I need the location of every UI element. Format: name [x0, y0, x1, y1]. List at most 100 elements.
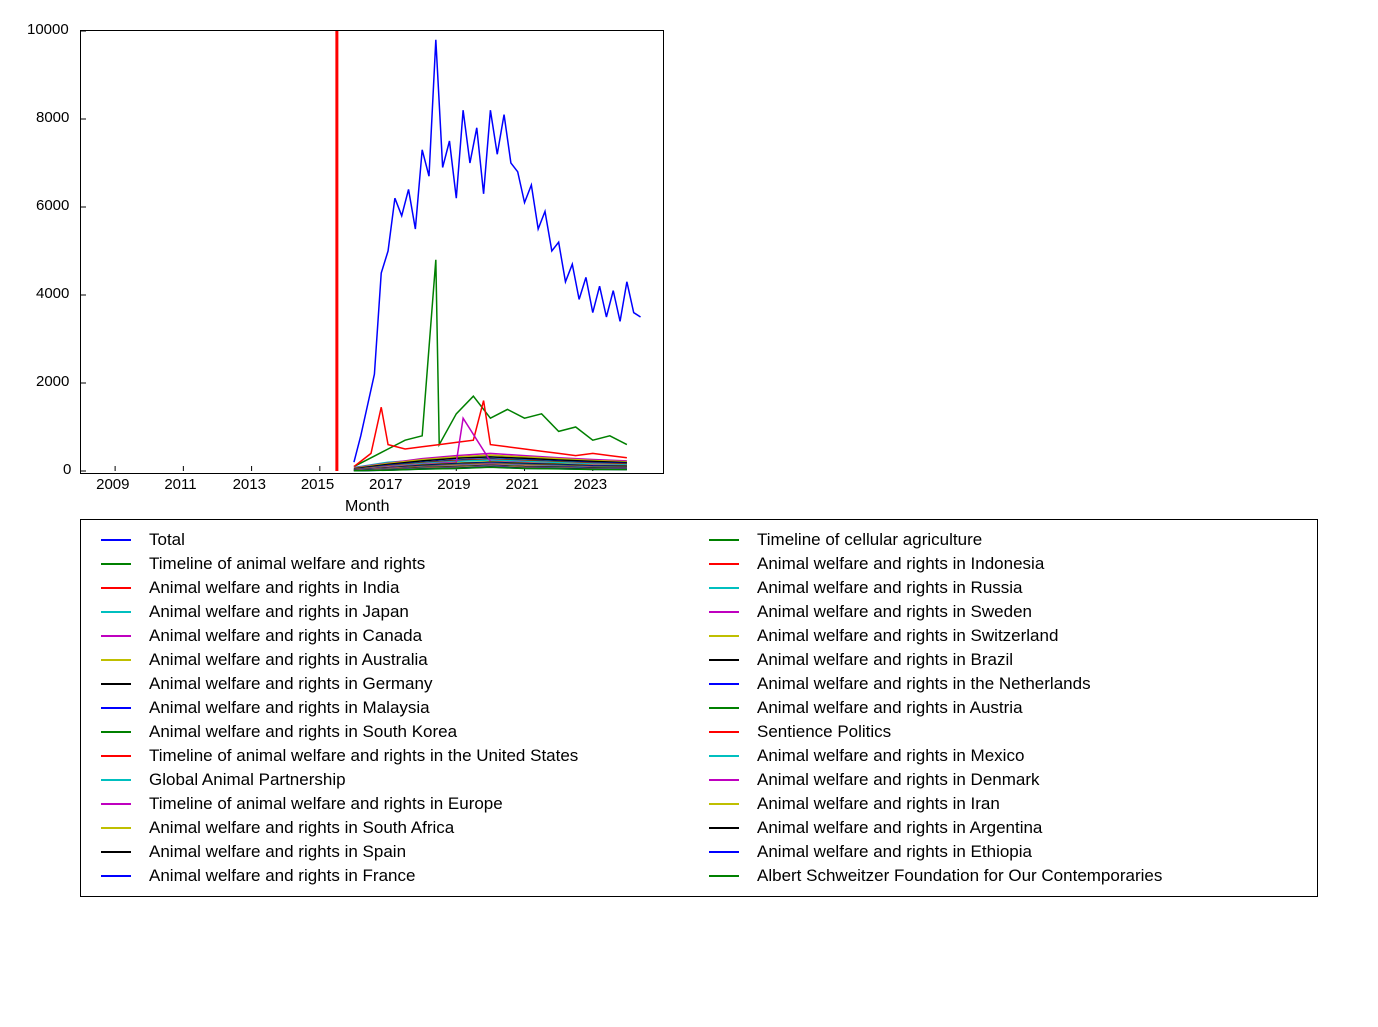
legend-item: Animal welfare and rights in Iran	[709, 794, 1297, 814]
x-tick-label: 2017	[369, 476, 402, 493]
legend-swatch	[709, 539, 739, 541]
legend-swatch	[101, 875, 131, 877]
legend-item: Total	[101, 530, 689, 550]
legend-label: Animal welfare and rights in Indonesia	[757, 554, 1044, 574]
legend-label: Animal welfare and rights in Russia	[757, 578, 1023, 598]
legend-label: Animal welfare and rights in Canada	[149, 626, 422, 646]
legend-label: Albert Schweitzer Foundation for Our Con…	[757, 866, 1162, 886]
legend-column-right: Timeline of cellular agriculture Animal w…	[709, 530, 1297, 886]
legend-swatch	[709, 827, 739, 829]
legend-swatch	[101, 779, 131, 781]
legend-swatch	[709, 779, 739, 781]
legend-item: Animal welfare and rights in Denmark	[709, 770, 1297, 790]
legend-swatch	[101, 803, 131, 805]
legend-item: Animal welfare and rights in the Netherl…	[709, 674, 1297, 694]
legend-label: Animal welfare and rights in Switzerland	[757, 626, 1058, 646]
legend-label: Animal welfare and rights in Malaysia	[149, 698, 430, 718]
legend-swatch	[101, 683, 131, 685]
legend-item: Animal welfare and rights in India	[101, 578, 689, 598]
legend-item: Animal welfare and rights in South Korea	[101, 722, 689, 742]
legend-item: Timeline of cellular agriculture	[709, 530, 1297, 550]
y-tick-label: 4000	[36, 285, 69, 302]
legend-swatch	[101, 731, 131, 733]
x-tick-label: 2011	[164, 476, 196, 493]
y-tick-label: 6000	[36, 197, 69, 214]
legend-item: Animal welfare and rights in Australia	[101, 650, 689, 670]
legend-label: Global Animal Partnership	[149, 770, 346, 790]
legend-label: Animal welfare and rights in Sweden	[757, 602, 1032, 622]
legend-label: Animal welfare and rights in South Korea	[149, 722, 457, 742]
legend-column-left: Total Timeline of animal welfare and righ…	[101, 530, 689, 886]
legend-swatch	[709, 563, 739, 565]
legend-swatch	[101, 611, 131, 613]
y-tick-label: 8000	[36, 109, 69, 126]
legend-item: Animal welfare and rights in Sweden	[709, 602, 1297, 622]
x-axis-label: Month	[345, 498, 389, 516]
legend-label: Animal welfare and rights in Argentina	[757, 818, 1042, 838]
y-tick-label: 2000	[36, 373, 69, 390]
legend-item: Animal welfare and rights in South Afric…	[101, 818, 689, 838]
legend-item: Animal welfare and rights in Argentina	[709, 818, 1297, 838]
legend-label: Animal welfare and rights in South Afric…	[149, 818, 454, 838]
legend-swatch	[101, 707, 131, 709]
legend: Total Timeline of animal welfare and righ…	[80, 519, 1318, 897]
legend-swatch	[101, 587, 131, 589]
legend-swatch	[101, 851, 131, 853]
legend-swatch	[709, 731, 739, 733]
legend-label: Timeline of animal welfare and rights in…	[149, 746, 578, 766]
legend-label: Timeline of animal welfare and rights in…	[149, 794, 503, 814]
legend-item: Sentience Politics	[709, 722, 1297, 742]
legend-swatch	[709, 707, 739, 709]
legend-label: Animal welfare and rights in Germany	[149, 674, 432, 694]
legend-label: Animal welfare and rights in Japan	[149, 602, 409, 622]
x-tick-label: 2009	[96, 476, 129, 493]
x-tick-label: 2021	[506, 476, 539, 493]
legend-item: Animal welfare and rights in Austria	[709, 698, 1297, 718]
legend-label: Animal welfare and rights in Spain	[149, 842, 406, 862]
legend-swatch	[101, 635, 131, 637]
legend-item: Animal welfare and rights in Brazil	[709, 650, 1297, 670]
legend-label: Animal welfare and rights in Australia	[149, 650, 428, 670]
x-tick-label: 2019	[437, 476, 470, 493]
legend-item: Animal welfare and rights in Indonesia	[709, 554, 1297, 574]
legend-item: Animal welfare and rights in Malaysia	[101, 698, 689, 718]
legend-label: Animal welfare and rights in Denmark	[757, 770, 1040, 790]
legend-item: Timeline of animal welfare and rights in…	[101, 794, 689, 814]
legend-item: Animal welfare and rights in Germany	[101, 674, 689, 694]
legend-item: Albert Schweitzer Foundation for Our Con…	[709, 866, 1297, 886]
legend-swatch	[101, 755, 131, 757]
x-tick-label: 2013	[233, 476, 266, 493]
legend-item: Animal welfare and rights in Russia	[709, 578, 1297, 598]
legend-item: Animal welfare and rights in Spain	[101, 842, 689, 862]
legend-swatch	[101, 539, 131, 541]
legend-item: Timeline of animal welfare and rights	[101, 554, 689, 574]
legend-swatch	[709, 659, 739, 661]
legend-swatch	[101, 659, 131, 661]
x-tick-label: 2015	[301, 476, 334, 493]
legend-item: Animal welfare and rights in France	[101, 866, 689, 886]
y-tick-label: 0	[63, 461, 71, 478]
legend-swatch	[709, 875, 739, 877]
legend-swatch	[709, 683, 739, 685]
legend-item: Animal welfare and rights in Mexico	[709, 746, 1297, 766]
chart-container: 0200040006000800010000 20092011201320152…	[80, 30, 1358, 479]
legend-label: Animal welfare and rights in Ethiopia	[757, 842, 1032, 862]
legend-swatch	[709, 755, 739, 757]
legend-swatch	[709, 851, 739, 853]
legend-label: Animal welfare and rights in Brazil	[757, 650, 1013, 670]
legend-item: Animal welfare and rights in Ethiopia	[709, 842, 1297, 862]
legend-label: Animal welfare and rights in Austria	[757, 698, 1023, 718]
legend-label: Animal welfare and rights in France	[149, 866, 415, 886]
legend-label: Total	[149, 530, 185, 550]
legend-label: Sentience Politics	[757, 722, 891, 742]
legend-swatch	[101, 827, 131, 829]
legend-swatch	[709, 803, 739, 805]
legend-swatch	[709, 611, 739, 613]
legend-swatch	[101, 563, 131, 565]
legend-swatch	[709, 587, 739, 589]
x-tick-label: 2023	[574, 476, 607, 493]
legend-label: Timeline of animal welfare and rights	[149, 554, 425, 574]
legend-label: Animal welfare and rights in India	[149, 578, 399, 598]
legend-label: Animal welfare and rights in the Netherl…	[757, 674, 1091, 694]
legend-item: Animal welfare and rights in Canada	[101, 626, 689, 646]
